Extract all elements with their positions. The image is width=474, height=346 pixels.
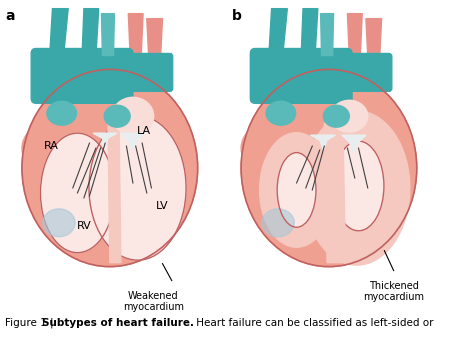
Ellipse shape <box>262 209 294 237</box>
Polygon shape <box>147 19 163 55</box>
Polygon shape <box>310 135 336 150</box>
Polygon shape <box>50 9 68 55</box>
Ellipse shape <box>303 111 410 265</box>
Ellipse shape <box>47 101 76 125</box>
FancyBboxPatch shape <box>250 48 352 103</box>
Text: LV: LV <box>156 201 169 211</box>
Text: Heart failure can be classified as left-sided or: Heart failure can be classified as left-… <box>193 318 434 328</box>
Polygon shape <box>93 133 117 148</box>
Polygon shape <box>269 9 287 55</box>
Ellipse shape <box>266 101 296 125</box>
Ellipse shape <box>22 70 198 267</box>
Polygon shape <box>101 13 114 55</box>
Ellipse shape <box>104 105 130 127</box>
Polygon shape <box>347 13 362 55</box>
Text: Thickened
myocardium: Thickened myocardium <box>363 281 424 302</box>
Ellipse shape <box>89 116 186 260</box>
Text: Subtypes of heart failure.: Subtypes of heart failure. <box>42 318 194 328</box>
Ellipse shape <box>22 123 77 173</box>
Ellipse shape <box>277 153 316 227</box>
Polygon shape <box>82 9 99 55</box>
Ellipse shape <box>241 70 417 267</box>
Ellipse shape <box>112 97 154 135</box>
FancyBboxPatch shape <box>116 54 173 91</box>
Ellipse shape <box>333 141 384 231</box>
Polygon shape <box>108 123 121 263</box>
Ellipse shape <box>331 100 368 132</box>
Text: RA: RA <box>44 141 59 151</box>
Polygon shape <box>301 9 318 55</box>
Polygon shape <box>366 19 382 55</box>
Text: Weakened
myocardium: Weakened myocardium <box>123 291 184 312</box>
Polygon shape <box>320 13 334 55</box>
FancyBboxPatch shape <box>31 48 133 103</box>
Polygon shape <box>128 13 143 55</box>
Polygon shape <box>342 135 366 152</box>
Text: b: b <box>232 9 242 22</box>
Text: a: a <box>5 9 15 22</box>
Text: RV: RV <box>76 221 91 231</box>
Ellipse shape <box>43 209 75 237</box>
Ellipse shape <box>40 133 114 253</box>
Text: LA: LA <box>137 126 151 136</box>
Ellipse shape <box>96 71 161 126</box>
Polygon shape <box>324 123 346 263</box>
Text: Figure 1 |: Figure 1 | <box>5 318 57 328</box>
Ellipse shape <box>323 105 349 127</box>
Polygon shape <box>121 133 145 150</box>
Ellipse shape <box>241 123 297 173</box>
Ellipse shape <box>260 133 334 247</box>
FancyBboxPatch shape <box>336 54 392 91</box>
Ellipse shape <box>315 71 380 126</box>
